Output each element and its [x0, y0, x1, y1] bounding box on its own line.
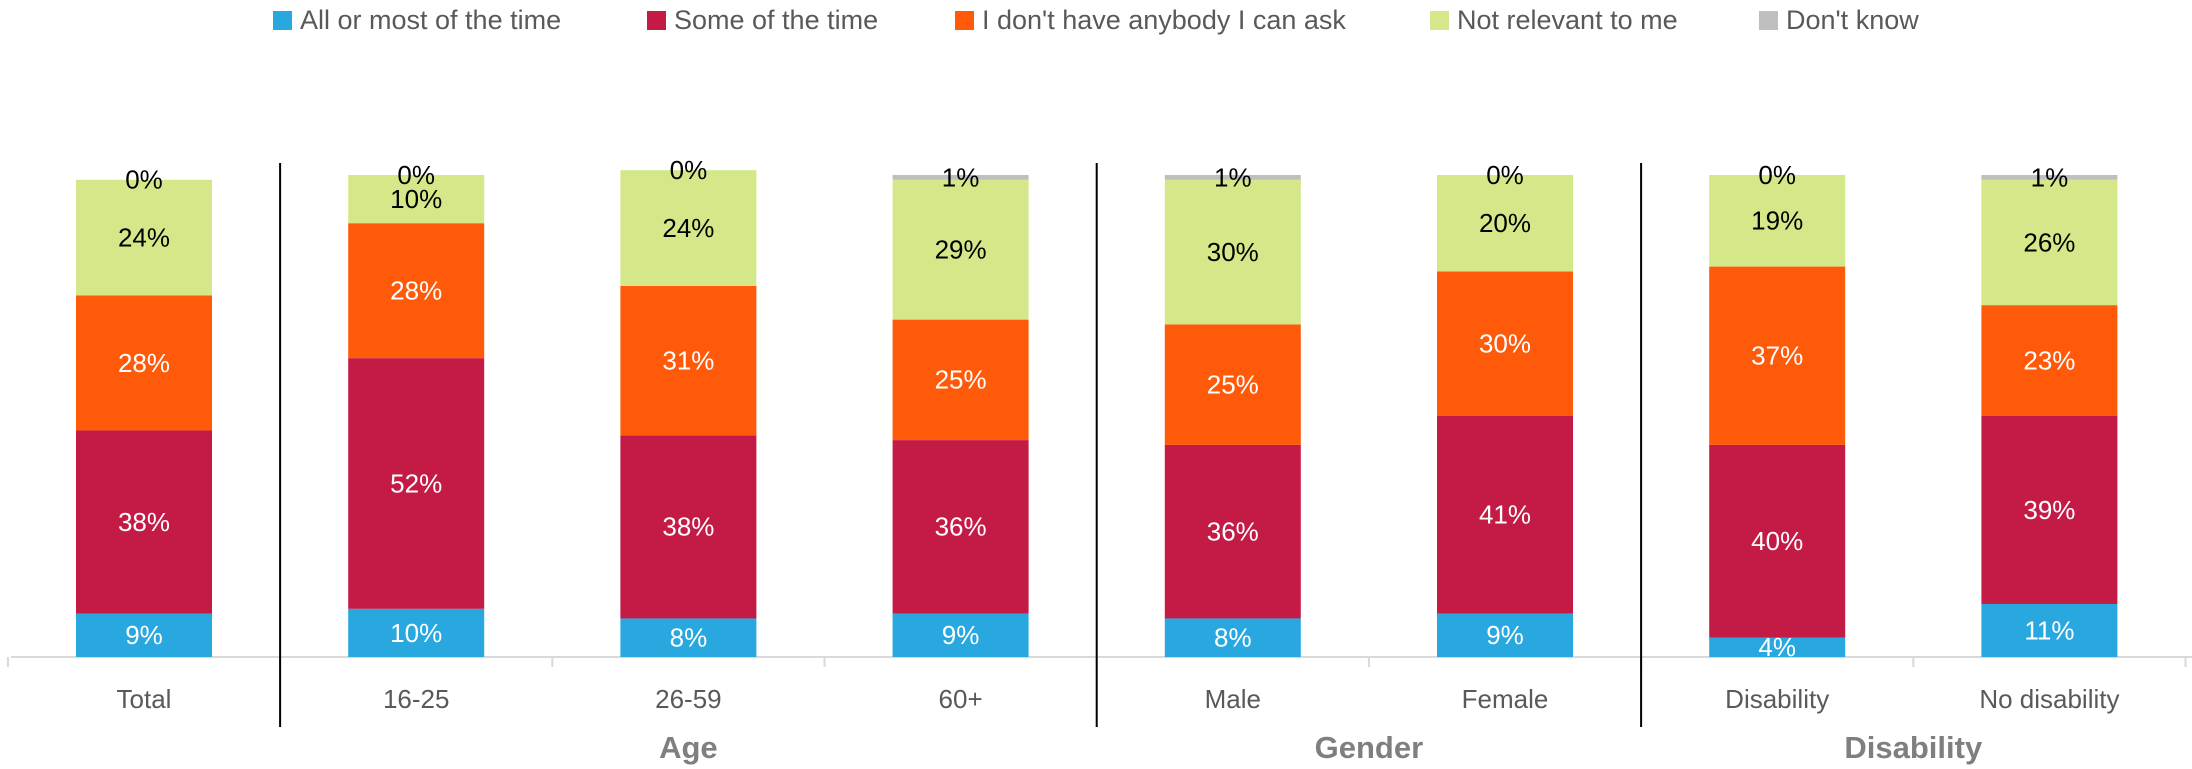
bar-segment	[892, 179, 1029, 320]
data-label: 1%	[2031, 162, 2069, 192]
bar-segment	[348, 608, 485, 657]
bar-segment	[76, 179, 212, 296]
bar-segment	[892, 175, 1029, 180]
data-label: 0%	[125, 165, 163, 195]
x-tick-label: 26-59	[655, 684, 722, 714]
data-label: 38%	[662, 512, 714, 542]
data-label: 37%	[1751, 341, 1803, 371]
bar-segment	[1164, 179, 1301, 325]
group-label: Disability	[1844, 730, 1983, 765]
legend-label: Don't know	[1786, 5, 1919, 35]
bar-segment	[1164, 444, 1301, 619]
bar-segment	[892, 613, 1029, 657]
data-label: 9%	[1486, 620, 1524, 650]
data-label: 8%	[1214, 623, 1252, 653]
data-label: 10%	[390, 618, 442, 648]
bar-segment	[1981, 305, 2118, 416]
data-label: 41%	[1479, 500, 1531, 530]
bar-segment	[348, 223, 485, 359]
bar-segment	[76, 613, 212, 657]
bar-segment	[620, 170, 757, 286]
data-label: 30%	[1479, 329, 1531, 359]
bar-segment	[620, 435, 757, 619]
data-label: 39%	[2023, 495, 2075, 525]
legend-label: I don't have anybody I can ask	[982, 5, 1346, 35]
data-label: 36%	[935, 512, 987, 542]
bar-segment	[620, 618, 757, 657]
bar-segment	[1981, 416, 2118, 604]
data-label: 11%	[2024, 615, 2074, 645]
legend-swatch	[1430, 11, 1449, 30]
data-label: 20%	[1479, 208, 1531, 238]
bar-segment	[892, 440, 1029, 614]
bar-segment	[1437, 613, 1573, 657]
data-label: 4%	[1758, 632, 1796, 662]
bar-segment	[1709, 175, 1846, 267]
data-label: 19%	[1751, 206, 1803, 236]
bar-segment	[1437, 271, 1573, 416]
bar-segment	[76, 430, 212, 614]
data-label: 23%	[2023, 345, 2075, 375]
x-tick-label: 60+	[939, 684, 983, 714]
bar-segment	[1164, 324, 1301, 445]
bar-segment	[1437, 416, 1573, 614]
bar-segment	[76, 295, 212, 431]
data-label: 0%	[670, 155, 708, 185]
bar-segment	[348, 358, 485, 609]
data-label: 25%	[1207, 370, 1259, 400]
data-label: 30%	[1207, 237, 1259, 267]
data-label: 0%	[1758, 160, 1796, 190]
data-label: 0%	[1486, 160, 1524, 190]
data-label: 28%	[118, 348, 170, 378]
data-label: 26%	[2023, 227, 2075, 257]
data-label: 1%	[1214, 162, 1252, 192]
data-label: 1%	[942, 162, 980, 192]
x-tick-label: Male	[1205, 684, 1261, 714]
data-label: 0%	[397, 160, 435, 190]
bar-segment	[1981, 175, 2118, 180]
data-label: 10%	[390, 184, 442, 214]
bar-segment	[1164, 175, 1301, 180]
bar-segment	[1709, 444, 1846, 638]
legend-label: All or most of the time	[300, 5, 561, 35]
legend-swatch	[955, 11, 974, 30]
data-label: 25%	[935, 365, 987, 395]
bar-segment	[1437, 175, 1573, 272]
data-label: 36%	[1207, 517, 1259, 547]
x-tick-label: Female	[1462, 684, 1549, 714]
group-label: Age	[659, 730, 718, 765]
legend-label: Some of the time	[674, 5, 878, 35]
bar-segment	[1709, 637, 1846, 657]
data-label: 24%	[118, 223, 170, 253]
x-tick-label: No disability	[1979, 684, 2119, 714]
legend-label: Not relevant to me	[1457, 5, 1678, 35]
bar-segment	[1709, 266, 1846, 445]
bar-segment	[892, 319, 1029, 441]
data-label: 52%	[390, 468, 442, 498]
data-label: 38%	[118, 507, 170, 537]
data-label: 28%	[390, 276, 442, 306]
legend-swatch	[1759, 11, 1778, 30]
data-label: 9%	[942, 620, 980, 650]
legend-swatch	[647, 11, 666, 30]
group-label: Gender	[1315, 730, 1424, 765]
data-label: 29%	[935, 235, 987, 265]
bar-segment	[620, 285, 757, 436]
bar-segment	[1981, 179, 2118, 306]
bar-segment	[348, 175, 485, 224]
data-label: 8%	[670, 623, 708, 653]
bar-segment	[1164, 618, 1301, 657]
data-label: 40%	[1751, 526, 1803, 556]
x-tick-label: Disability	[1725, 684, 1829, 714]
data-label: 9%	[125, 620, 163, 650]
data-label: 31%	[662, 345, 714, 375]
legend-swatch	[273, 11, 292, 30]
bar-segment	[1981, 603, 2118, 657]
data-label: 24%	[662, 213, 714, 243]
x-tick-label: 16-25	[383, 684, 450, 714]
x-tick-label: Total	[117, 684, 172, 714]
